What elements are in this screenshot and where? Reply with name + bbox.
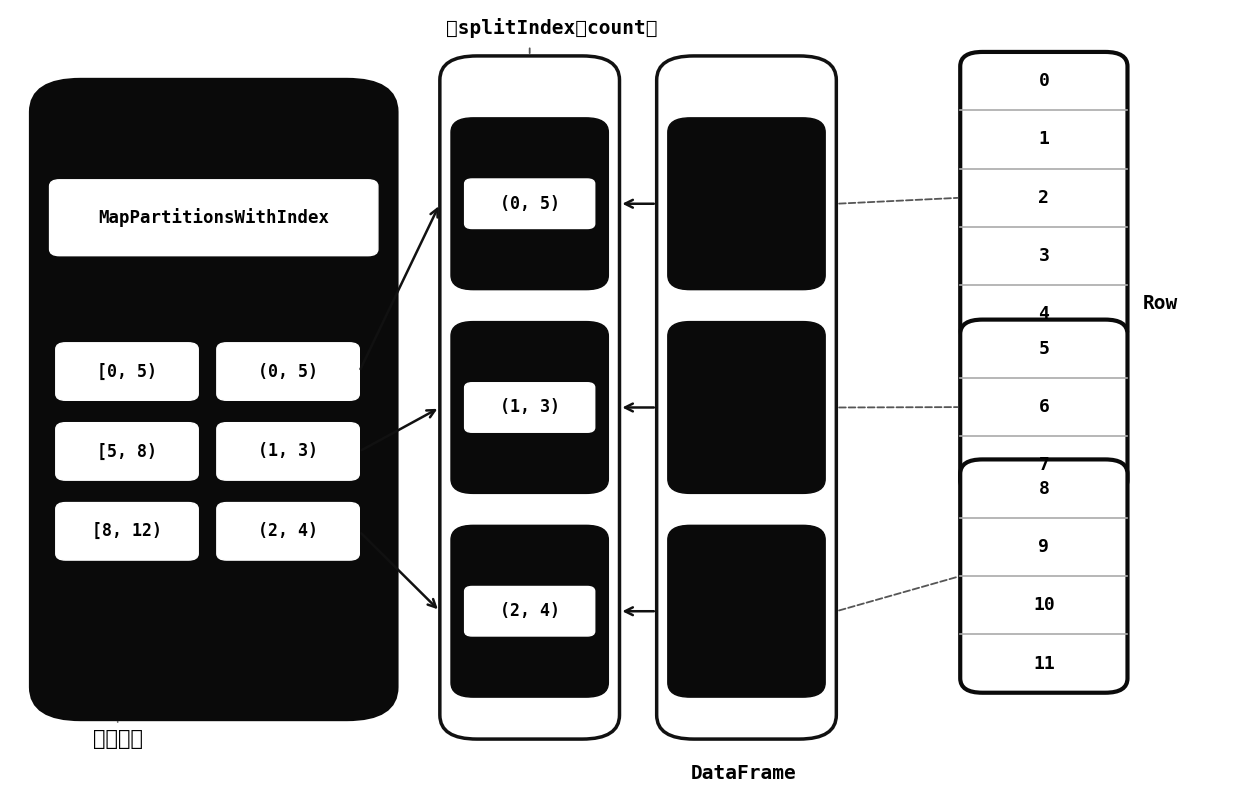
FancyBboxPatch shape [217, 503, 359, 560]
Text: (2, 4): (2, 4) [258, 523, 318, 540]
FancyBboxPatch shape [217, 423, 359, 480]
FancyBboxPatch shape [668, 118, 825, 290]
FancyBboxPatch shape [50, 180, 378, 256]
Text: 9: 9 [1038, 538, 1049, 556]
FancyBboxPatch shape [668, 526, 825, 697]
FancyBboxPatch shape [465, 586, 595, 636]
Text: 1: 1 [1038, 130, 1049, 149]
FancyBboxPatch shape [960, 459, 1127, 693]
Text: [5, 8): [5, 8) [97, 443, 157, 460]
FancyBboxPatch shape [56, 423, 198, 480]
FancyBboxPatch shape [465, 179, 595, 229]
Text: 4: 4 [1038, 305, 1049, 324]
Text: MapPartitionsWithIndex: MapPartitionsWithIndex [98, 209, 330, 227]
Text: 5: 5 [1038, 340, 1049, 358]
Text: [0, 5): [0, 5) [97, 363, 157, 380]
Text: (0, 5): (0, 5) [499, 195, 560, 213]
FancyBboxPatch shape [465, 383, 595, 432]
Text: (1, 3): (1, 3) [499, 399, 560, 416]
FancyBboxPatch shape [217, 343, 359, 400]
FancyBboxPatch shape [451, 526, 608, 697]
Text: [8, 12): [8, 12) [92, 523, 162, 540]
FancyBboxPatch shape [56, 343, 198, 400]
Text: 2: 2 [1038, 189, 1049, 207]
Text: (0, 5): (0, 5) [258, 363, 318, 380]
FancyBboxPatch shape [451, 118, 608, 290]
Text: (2, 4): (2, 4) [499, 602, 560, 620]
Text: 编序区间: 编序区间 [93, 729, 142, 749]
Text: 8: 8 [1038, 479, 1049, 498]
FancyBboxPatch shape [451, 321, 608, 493]
Text: (1, 3): (1, 3) [258, 443, 318, 460]
FancyBboxPatch shape [668, 321, 825, 493]
Text: Row: Row [1142, 294, 1177, 313]
Text: 11: 11 [1033, 654, 1054, 673]
FancyBboxPatch shape [960, 320, 1127, 495]
Text: 3: 3 [1038, 247, 1049, 265]
Text: 7: 7 [1038, 456, 1049, 475]
Text: DataFrame: DataFrame [690, 764, 797, 783]
Text: 0: 0 [1038, 72, 1049, 90]
Text: （splitIndex，count）: （splitIndex，count） [446, 18, 657, 38]
FancyBboxPatch shape [56, 503, 198, 560]
FancyBboxPatch shape [31, 80, 396, 719]
Text: 6: 6 [1038, 398, 1049, 416]
FancyBboxPatch shape [960, 52, 1127, 344]
Text: 10: 10 [1033, 596, 1054, 614]
